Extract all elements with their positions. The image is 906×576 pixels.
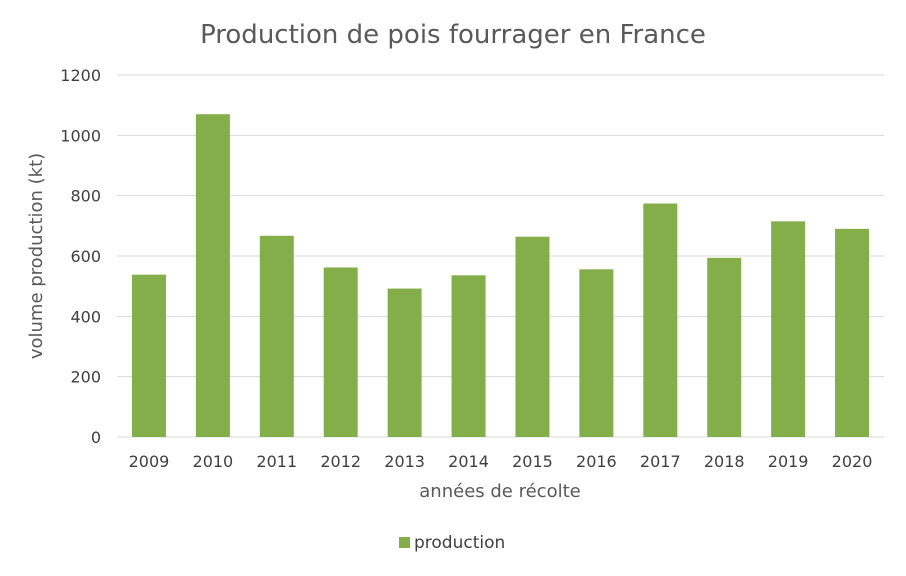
chart-title: Production de pois fourrager en France: [200, 20, 706, 50]
y-tick-label: 200: [70, 368, 101, 387]
y-axis-label: volume production (kt): [26, 153, 47, 359]
bar-2012: [323, 267, 358, 437]
bar-2010: [195, 114, 230, 437]
x-tick-label: 2011: [256, 452, 297, 471]
legend-label: production: [414, 533, 505, 553]
x-tick-label: 2015: [512, 452, 553, 471]
y-tick-label: 1000: [60, 126, 101, 145]
x-tick-label: 2014: [448, 452, 489, 471]
legend-swatch: [399, 537, 410, 548]
x-tick-label: 2009: [129, 452, 170, 471]
x-tick-label: 2013: [384, 452, 425, 471]
bar-2018: [707, 257, 742, 437]
x-axis-ticks: 2009 2010 2011 2012 2013 2014 2015 2016 2017 2018…: [129, 452, 873, 471]
x-tick-label: 2017: [640, 452, 681, 471]
y-tick-label: 400: [70, 307, 101, 326]
x-axis-label: années de récolte: [419, 481, 580, 502]
y-tick-label: 600: [70, 247, 101, 266]
x-tick-label: 2018: [704, 452, 745, 471]
y-tick-label: 800: [70, 187, 101, 206]
legend: production: [399, 533, 505, 553]
x-tick-label: 2020: [832, 452, 873, 471]
bar-2019: [771, 221, 806, 437]
bar-2017: [643, 203, 678, 437]
bar-2011: [259, 235, 294, 437]
bars: [131, 114, 870, 437]
bar-2014: [451, 275, 486, 437]
bar-2015: [515, 236, 550, 437]
x-tick-label: 2019: [768, 452, 809, 471]
y-axis-ticks: 0 200 400 600 800 1000 1200: [60, 66, 101, 447]
gridlines: [117, 74, 884, 438]
bar-2016: [579, 269, 614, 437]
bar-2020: [835, 228, 870, 437]
x-tick-label: 2016: [576, 452, 617, 471]
bar-2013: [387, 288, 422, 437]
y-tick-label: 1200: [60, 66, 101, 85]
y-tick-label: 0: [91, 428, 101, 447]
x-tick-label: 2010: [193, 452, 234, 471]
bar-2009: [131, 274, 166, 437]
x-tick-label: 2012: [320, 452, 361, 471]
